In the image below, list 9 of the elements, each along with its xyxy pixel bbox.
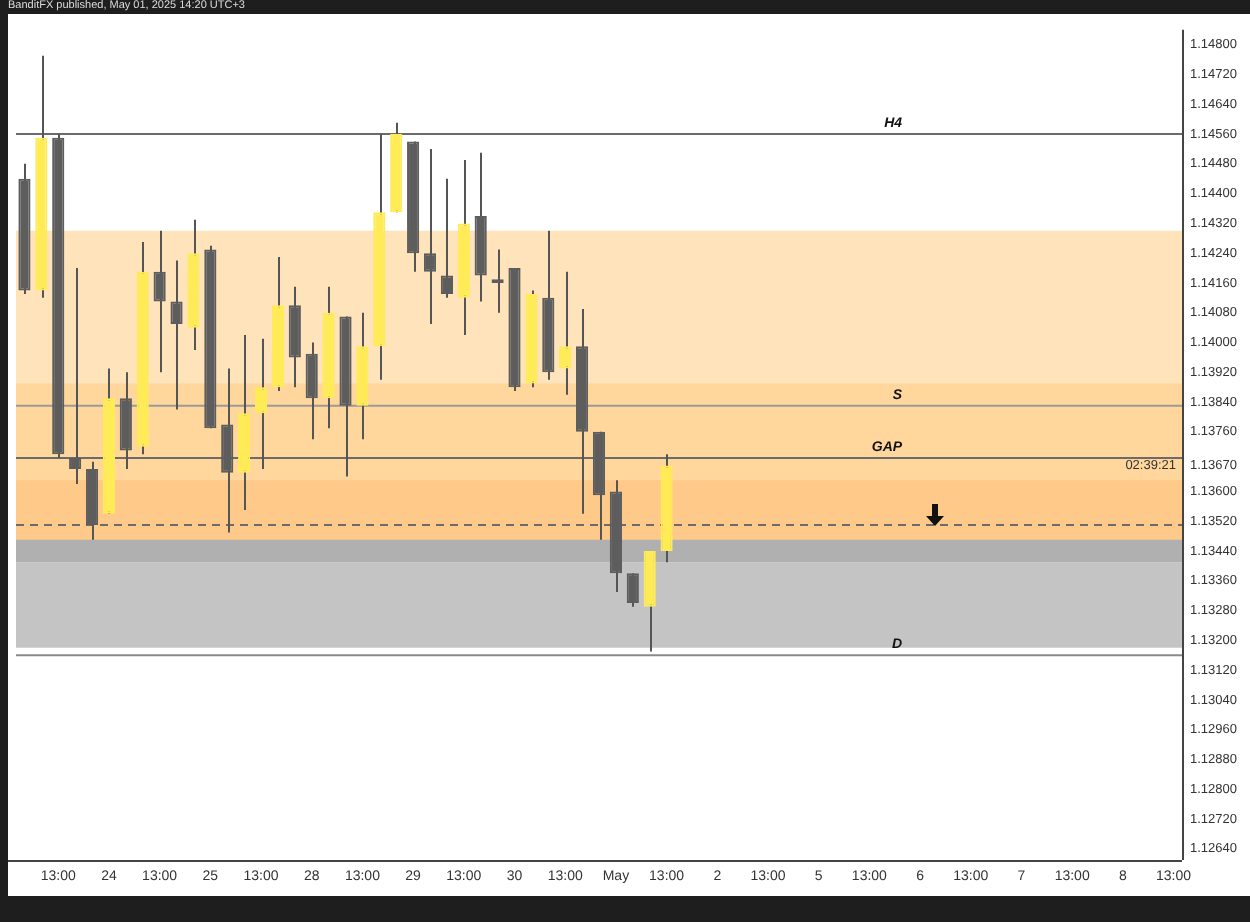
candlestick bbox=[153, 229, 166, 374]
candlestick bbox=[440, 177, 453, 299]
candlestick bbox=[170, 259, 183, 411]
candlestick bbox=[69, 267, 82, 485]
candlestick bbox=[305, 341, 318, 441]
candlestick bbox=[626, 572, 639, 608]
candlestick bbox=[423, 147, 437, 325]
candlestick bbox=[559, 270, 572, 396]
candlestick bbox=[254, 337, 268, 471]
